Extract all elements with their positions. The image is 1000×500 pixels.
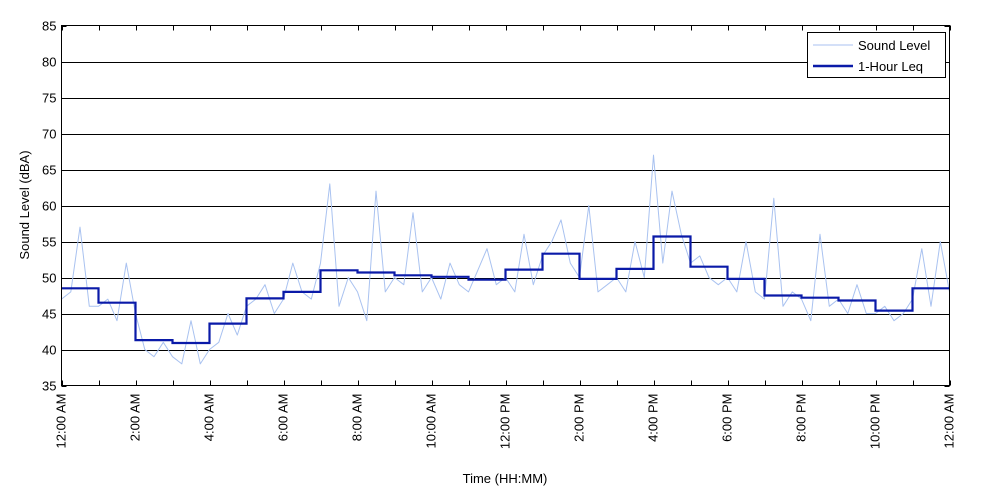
x-tick-label: 4:00 AM: [202, 394, 217, 442]
x-tick-label: 8:00 AM: [350, 394, 365, 442]
x-tick-label: 12:00 AM: [54, 394, 69, 449]
y-tick-label: 45: [42, 307, 56, 322]
x-tick-label: 12:00 PM: [498, 394, 513, 450]
x-tick-label: 6:00 AM: [276, 394, 291, 442]
x-tick-label: 8:00 PM: [794, 394, 809, 442]
legend: Sound Level 1-Hour Leq: [807, 32, 946, 78]
x-tick-label: 10:00 AM: [424, 394, 439, 449]
y-axis-label: Sound Level (dBA): [17, 150, 32, 259]
x-tick-label: 6:00 PM: [720, 394, 735, 442]
y-tick-label: 50: [42, 271, 56, 286]
x-tick-label: 12:00 AM: [942, 394, 957, 449]
y-tick-label: 60: [42, 199, 56, 214]
leq-step-line: [61, 235, 950, 345]
legend-label-leq: 1-Hour Leq: [858, 59, 923, 74]
x-tick-label: 4:00 PM: [646, 394, 661, 442]
y-tick-label: 75: [42, 91, 56, 106]
x-tick-label: 10:00 PM: [868, 394, 883, 450]
x-tick-label: 2:00 PM: [572, 394, 587, 442]
y-tick-label: 85: [42, 19, 56, 34]
y-tick-label: 40: [42, 343, 56, 358]
series-1-hour-leq: [61, 235, 950, 345]
legend-box: [807, 32, 946, 78]
x-tick-labels: 12:00 AM 2:00 AM 4:00 AM 6:00 AM 8:00 AM 10:0…: [54, 394, 957, 450]
plot-frame: [61, 25, 950, 386]
y-tick-label: 65: [42, 163, 56, 178]
y-tick-labels: 35 40 45 50 55 60 65 70 75 80 85: [42, 19, 56, 394]
y-tick-label: 55: [42, 235, 56, 250]
x-axis-label: Time (HH:MM): [463, 471, 548, 486]
legend-label-sound-level: Sound Level: [858, 38, 930, 53]
x-tick-label: 2:00 AM: [128, 394, 143, 442]
y-tick-label: 70: [42, 127, 56, 142]
y-tick-label: 35: [42, 379, 56, 394]
y-tick-label: 80: [42, 55, 56, 70]
axis-ticks: [61, 25, 951, 387]
